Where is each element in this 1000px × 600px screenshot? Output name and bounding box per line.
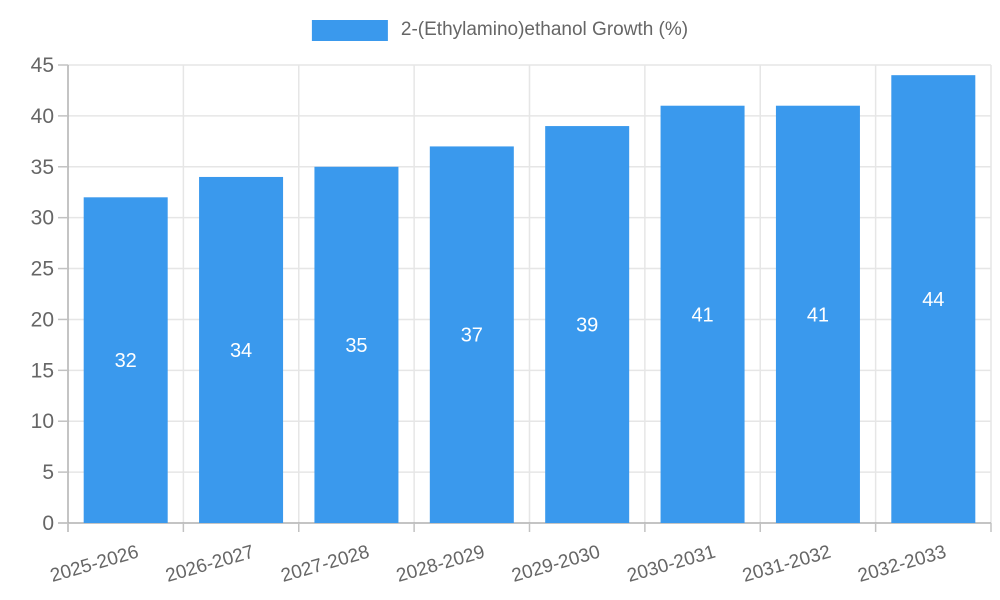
x-tick-label: 2027-2028 xyxy=(279,542,372,587)
bar[interactable] xyxy=(83,197,168,524)
y-tick-label: 10 xyxy=(31,410,54,433)
bar[interactable] xyxy=(775,105,860,523)
legend-label: 2-(Ethylamino)ethanol Growth (%) xyxy=(400,19,689,40)
bar-value-label: 39 xyxy=(576,315,598,337)
x-tick-label: 2030-2031 xyxy=(625,542,718,587)
y-tick-label: 0 xyxy=(42,512,54,535)
bar-value-label: 34 xyxy=(230,340,252,362)
x-tick-label: 2029-2030 xyxy=(509,542,602,587)
y-tick-label: 30 xyxy=(31,207,54,230)
y-tick-label: 20 xyxy=(31,308,54,331)
y-tick-label: 25 xyxy=(31,258,54,281)
y-tick-label: 5 xyxy=(42,461,54,484)
bar-value-label: 35 xyxy=(345,335,367,357)
bar-value-label: 41 xyxy=(691,304,713,326)
x-tick-label: 2026-2027 xyxy=(163,542,256,587)
x-tick-label: 2025-2026 xyxy=(48,542,141,587)
legend-item[interactable]: 2-(Ethylamino)ethanol Growth (%) xyxy=(311,19,689,41)
bar-value-label: 32 xyxy=(115,350,137,372)
legend-swatch xyxy=(311,19,388,41)
x-tick-label: 2028-2029 xyxy=(394,542,487,587)
bar-value-label: 44 xyxy=(922,289,944,311)
y-tick-label: 35 xyxy=(31,156,54,179)
bar[interactable] xyxy=(545,126,630,524)
y-tick-label: 40 xyxy=(31,105,54,128)
x-tick-label: 2031-2032 xyxy=(740,542,833,587)
bar[interactable] xyxy=(199,176,284,523)
bar[interactable] xyxy=(429,146,514,523)
y-tick-label: 15 xyxy=(31,359,54,382)
bar[interactable] xyxy=(314,166,399,523)
bar-value-label: 37 xyxy=(461,325,483,347)
y-tick-label: 45 xyxy=(31,54,54,77)
bar[interactable] xyxy=(891,75,976,523)
bar[interactable] xyxy=(660,105,745,523)
bar-value-label: 41 xyxy=(807,304,829,326)
x-tick-label: 2032-2033 xyxy=(856,542,949,587)
